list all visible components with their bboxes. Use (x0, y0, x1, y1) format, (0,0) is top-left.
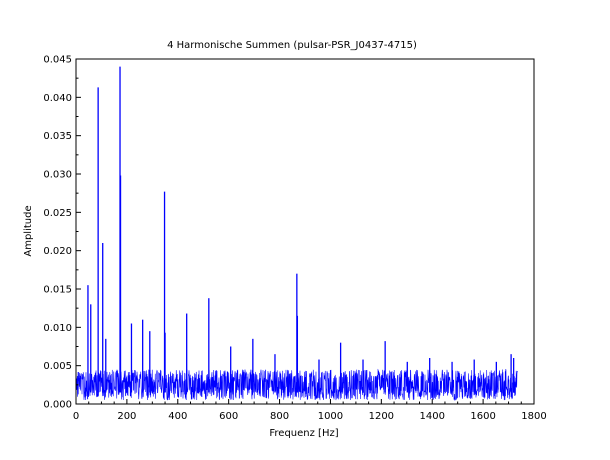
y-tick-label: 0.005 (43, 361, 72, 372)
x-tick-label: 1800 (521, 411, 546, 422)
y-tick-label: 0.040 (43, 93, 72, 104)
x-tick-label: 0 (73, 411, 79, 422)
y-tick-label: 0.035 (43, 131, 72, 142)
plot-data (76, 66, 518, 402)
y-axis-title: Amplitude (23, 205, 34, 256)
y-tick-label: 0.045 (43, 55, 72, 66)
y-tick-label: 0.015 (43, 285, 72, 296)
x-axis-title: Frequenz [Hz] (269, 428, 338, 439)
x-tick-label: 1600 (470, 411, 495, 422)
x-tick-label: 200 (117, 411, 136, 422)
y-tick-label: 0.030 (43, 170, 72, 181)
y-tick-label: 0.010 (43, 323, 72, 334)
y-tick-label: 0.020 (43, 246, 72, 257)
plot-frame (75, 58, 535, 405)
axes: 0 200 400 600 800 1000 1200 1400 1600 1800 0.000 0.… (43, 55, 546, 423)
x-tick-label: 1400 (419, 411, 444, 422)
x-tick-label: 400 (168, 411, 187, 422)
x-tick-label: 800 (270, 411, 289, 422)
y-tick-label: 0.025 (43, 208, 72, 219)
chart-title: 4 Harmonische Summen (pulsar-PSR_J0437-4… (167, 40, 417, 51)
y-tick-label: 0.000 (43, 400, 72, 411)
x-tick-label: 1000 (318, 411, 343, 422)
x-tick-label: 1200 (369, 411, 394, 422)
x-tick-label: 600 (219, 411, 238, 422)
